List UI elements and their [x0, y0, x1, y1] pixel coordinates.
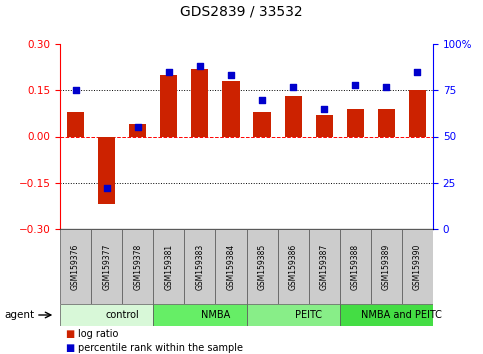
Bar — [67, 112, 84, 137]
Point — [227, 73, 235, 78]
Bar — [409, 90, 426, 137]
Text: GSM159378: GSM159378 — [133, 244, 142, 290]
Text: NMBA and PEITC: NMBA and PEITC — [361, 310, 442, 320]
Bar — [215, 229, 246, 304]
Bar — [402, 229, 433, 304]
Point — [71, 87, 79, 93]
Bar — [160, 75, 177, 137]
Bar — [254, 112, 270, 137]
Text: PEITC: PEITC — [295, 310, 322, 320]
Point — [352, 82, 359, 87]
Bar — [309, 229, 340, 304]
Text: GSM159386: GSM159386 — [289, 244, 298, 290]
Bar — [246, 304, 340, 326]
Text: log ratio: log ratio — [78, 329, 119, 339]
Text: GSM159383: GSM159383 — [196, 244, 204, 290]
Bar — [340, 229, 371, 304]
Text: GSM159376: GSM159376 — [71, 243, 80, 290]
Bar — [122, 229, 153, 304]
Bar — [284, 96, 302, 137]
Text: percentile rank within the sample: percentile rank within the sample — [78, 343, 243, 353]
Point — [413, 69, 421, 75]
Point — [320, 106, 328, 112]
Text: GSM159389: GSM159389 — [382, 244, 391, 290]
Text: GSM159381: GSM159381 — [164, 244, 173, 290]
Text: GDS2839 / 33532: GDS2839 / 33532 — [180, 4, 303, 18]
Point — [196, 63, 204, 69]
Text: ■: ■ — [65, 329, 74, 339]
Bar — [129, 124, 146, 137]
Bar — [91, 229, 122, 304]
Bar — [60, 229, 91, 304]
Bar — [60, 304, 153, 326]
Point — [289, 84, 297, 89]
Text: NMBA: NMBA — [201, 310, 230, 320]
Bar — [246, 229, 278, 304]
Text: control: control — [105, 310, 139, 320]
Bar — [316, 115, 333, 137]
Text: ■: ■ — [65, 343, 74, 353]
Bar — [98, 137, 115, 204]
Text: GSM159384: GSM159384 — [227, 244, 235, 290]
Text: GSM159385: GSM159385 — [257, 244, 267, 290]
Text: agent: agent — [5, 310, 35, 320]
Point — [103, 185, 111, 191]
Point — [383, 84, 390, 89]
Bar — [371, 229, 402, 304]
Text: GSM159388: GSM159388 — [351, 244, 360, 290]
Bar — [378, 109, 395, 137]
Bar — [222, 81, 240, 137]
Bar — [340, 304, 433, 326]
Bar — [153, 229, 185, 304]
Bar — [191, 69, 209, 137]
Point — [134, 124, 142, 130]
Bar — [185, 229, 215, 304]
Text: GSM159390: GSM159390 — [413, 243, 422, 290]
Point — [258, 97, 266, 102]
Bar — [153, 304, 246, 326]
Text: GSM159377: GSM159377 — [102, 243, 111, 290]
Point — [165, 69, 172, 75]
Text: GSM159387: GSM159387 — [320, 244, 329, 290]
Bar — [347, 109, 364, 137]
Bar — [278, 229, 309, 304]
